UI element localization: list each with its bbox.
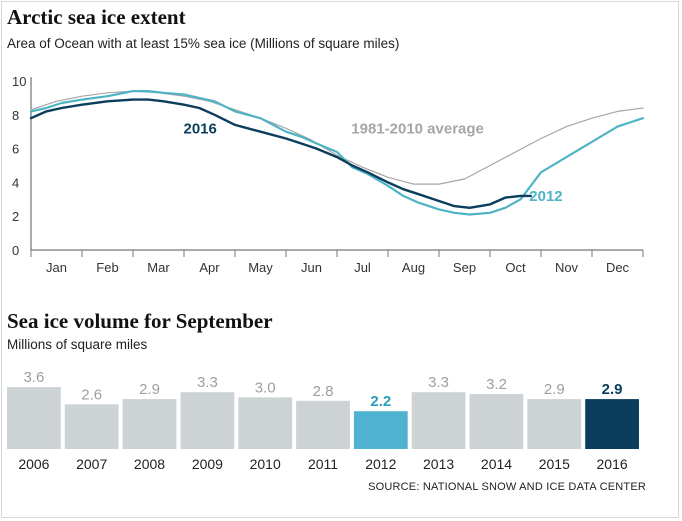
x-tick-label: Dec [606, 260, 630, 275]
series-label: 2016 [183, 120, 216, 137]
x-tick-label: May [248, 260, 273, 275]
bar [7, 387, 61, 449]
bar-chart-subtitle: Millions of square miles [7, 337, 148, 352]
x-tick-label: Mar [147, 260, 170, 275]
bar-chart-title: Sea ice volume for September [7, 309, 273, 333]
bar [296, 400, 350, 449]
x-tick-label: Oct [505, 260, 526, 275]
bar [353, 411, 408, 449]
x-tick-label: 2014 [481, 456, 512, 472]
x-tick-label: Feb [96, 260, 118, 275]
y-tick-label: 2 [12, 209, 19, 224]
bar-value-label: 2.9 [602, 381, 623, 398]
bar [180, 392, 235, 449]
bar [122, 399, 177, 449]
bar-value-label: 2.8 [313, 383, 334, 400]
x-tick-label: 2015 [539, 456, 570, 472]
bar [585, 399, 639, 449]
bar-value-label: 2.2 [370, 393, 391, 410]
x-tick-label: Jun [301, 260, 322, 275]
x-tick-label: 2011 [308, 456, 338, 472]
x-tick-label: Aug [402, 260, 425, 275]
bar [411, 392, 466, 449]
x-tick-label: 2006 [18, 456, 49, 472]
chart-title: Arctic sea ice extent [7, 5, 186, 29]
bar-value-label: 2.6 [81, 386, 102, 403]
source-note: SOURCE: NATIONAL SNOW AND ICE DATA CENTE… [368, 481, 646, 493]
bar [527, 399, 582, 449]
x-tick-label: 2013 [423, 456, 454, 472]
y-tick-label: 10 [12, 74, 26, 89]
y-tick-label: 6 [12, 142, 19, 157]
y-tick-label: 0 [12, 243, 19, 258]
x-tick-label: 2010 [250, 456, 281, 472]
x-tick-label: Jul [354, 260, 371, 275]
x-tick-label: 2007 [76, 456, 107, 472]
x-tick-label: 2008 [134, 456, 165, 472]
x-tick-label: 2012 [365, 456, 396, 472]
series-line-2016 [29, 98, 532, 209]
series-label: 2012 [529, 188, 562, 205]
bar-value-label: 3.3 [197, 374, 218, 391]
bar [469, 394, 524, 449]
x-tick-label: Nov [555, 260, 579, 275]
bar-value-label: 3.2 [486, 376, 507, 393]
bar [238, 397, 293, 449]
bar-value-label: 2.9 [139, 381, 160, 398]
x-tick-label: 2016 [597, 456, 628, 472]
bar-value-label: 3.6 [23, 369, 44, 386]
x-tick-label: 2009 [192, 456, 223, 472]
y-tick-label: 4 [12, 175, 19, 190]
series-label: 1981-2010 average [351, 120, 484, 137]
x-tick-label: Sep [453, 260, 476, 275]
y-tick-label: 8 [12, 108, 19, 123]
bar-value-label: 3.3 [428, 374, 449, 391]
bar-value-label: 2.9 [544, 381, 565, 398]
bar [64, 404, 119, 449]
bar-value-label: 3.0 [255, 379, 276, 396]
series-line-1981-2010-average [30, 90, 644, 185]
chart-subtitle: Area of Ocean with at least 15% sea ice … [7, 36, 400, 51]
x-tick-label: Jan [46, 260, 67, 275]
series-line-2012 [29, 90, 645, 216]
x-tick-label: Apr [199, 260, 220, 275]
